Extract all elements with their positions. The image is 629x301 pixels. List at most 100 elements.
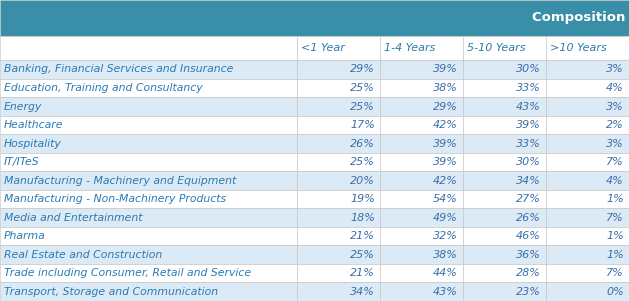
Text: 49%: 49%	[433, 213, 458, 223]
Text: Media and Entertainment: Media and Entertainment	[4, 213, 142, 223]
Text: 32%: 32%	[433, 231, 458, 241]
Text: 38%: 38%	[433, 250, 458, 260]
Bar	[297, 134, 380, 153]
Bar	[463, 227, 546, 245]
Bar	[0, 153, 297, 171]
Text: 25%: 25%	[350, 157, 375, 167]
Bar	[463, 134, 546, 153]
Text: <1 Year: <1 Year	[301, 43, 345, 53]
Bar	[463, 36, 546, 60]
Text: 29%: 29%	[433, 101, 458, 111]
Bar	[0, 171, 297, 190]
Text: 3%: 3%	[606, 101, 624, 111]
Text: 33%: 33%	[516, 83, 541, 93]
Bar	[0, 134, 297, 153]
Text: 28%: 28%	[516, 268, 541, 278]
Bar	[380, 79, 463, 97]
Bar	[380, 264, 463, 282]
Bar	[297, 282, 380, 301]
Text: 39%: 39%	[433, 138, 458, 149]
Text: Manufacturing - Machinery and Equipment: Manufacturing - Machinery and Equipment	[4, 175, 236, 186]
Bar	[297, 153, 380, 171]
Text: Pharma: Pharma	[4, 231, 45, 241]
Text: 25%: 25%	[350, 250, 375, 260]
Bar	[546, 190, 629, 208]
Bar	[380, 227, 463, 245]
Text: Banking, Financial Services and Insurance: Banking, Financial Services and Insuranc…	[4, 64, 233, 74]
Bar	[546, 60, 629, 79]
Bar	[463, 60, 546, 79]
Text: 42%: 42%	[433, 120, 458, 130]
Text: 3%: 3%	[606, 138, 624, 149]
Bar	[546, 116, 629, 134]
Text: 23%: 23%	[516, 287, 541, 297]
Text: 4%: 4%	[606, 83, 624, 93]
Bar	[463, 282, 546, 301]
Text: 1%: 1%	[606, 250, 624, 260]
Bar	[463, 171, 546, 190]
Text: 2%: 2%	[606, 120, 624, 130]
Bar	[297, 116, 380, 134]
Text: 34%: 34%	[350, 287, 375, 297]
Bar	[546, 153, 629, 171]
Bar	[463, 153, 546, 171]
Text: 25%: 25%	[350, 83, 375, 93]
Text: 43%: 43%	[516, 101, 541, 111]
Bar	[0, 282, 297, 301]
Bar	[380, 36, 463, 60]
Bar	[0, 60, 297, 79]
Text: 1%: 1%	[606, 231, 624, 241]
Text: 36%: 36%	[516, 250, 541, 260]
Bar	[0, 97, 297, 116]
Text: 27%: 27%	[516, 194, 541, 204]
Text: 4%: 4%	[606, 175, 624, 186]
Bar	[463, 264, 546, 282]
Text: 1-4 Years: 1-4 Years	[384, 43, 435, 53]
Text: Trade including Consumer, Retail and Service: Trade including Consumer, Retail and Ser…	[4, 268, 251, 278]
Bar	[380, 97, 463, 116]
Bar	[0, 0, 629, 36]
Bar	[463, 116, 546, 134]
Bar	[0, 245, 297, 264]
Text: 38%: 38%	[433, 83, 458, 93]
Bar	[546, 79, 629, 97]
Text: 7%: 7%	[606, 268, 624, 278]
Text: 44%: 44%	[433, 268, 458, 278]
Bar	[546, 171, 629, 190]
Text: 39%: 39%	[516, 120, 541, 130]
Text: Hospitality: Hospitality	[4, 138, 62, 149]
Bar	[380, 171, 463, 190]
Bar	[0, 36, 297, 60]
Text: 25%: 25%	[350, 101, 375, 111]
Text: 33%: 33%	[516, 138, 541, 149]
Bar	[0, 79, 297, 97]
Bar	[380, 153, 463, 171]
Bar	[463, 79, 546, 97]
Text: 0%: 0%	[606, 287, 624, 297]
Text: 30%: 30%	[516, 64, 541, 74]
Text: Transport, Storage and Communication: Transport, Storage and Communication	[4, 287, 218, 297]
Text: Energy: Energy	[4, 101, 42, 111]
Bar	[297, 36, 380, 60]
Bar	[380, 282, 463, 301]
Bar	[546, 36, 629, 60]
Text: Healthcare: Healthcare	[4, 120, 64, 130]
Bar	[380, 116, 463, 134]
Text: 43%: 43%	[433, 287, 458, 297]
Text: 1%: 1%	[606, 194, 624, 204]
Bar	[380, 60, 463, 79]
Text: >10 Years: >10 Years	[550, 43, 606, 53]
Bar	[463, 245, 546, 264]
Bar	[546, 97, 629, 116]
Bar	[297, 264, 380, 282]
Bar	[297, 227, 380, 245]
Bar	[0, 116, 297, 134]
Text: Education, Training and Consultancy: Education, Training and Consultancy	[4, 83, 203, 93]
Bar	[297, 79, 380, 97]
Text: 21%: 21%	[350, 231, 375, 241]
Text: 26%: 26%	[516, 213, 541, 223]
Bar	[0, 208, 297, 227]
Bar	[546, 282, 629, 301]
Text: 20%: 20%	[350, 175, 375, 186]
Bar	[0, 190, 297, 208]
